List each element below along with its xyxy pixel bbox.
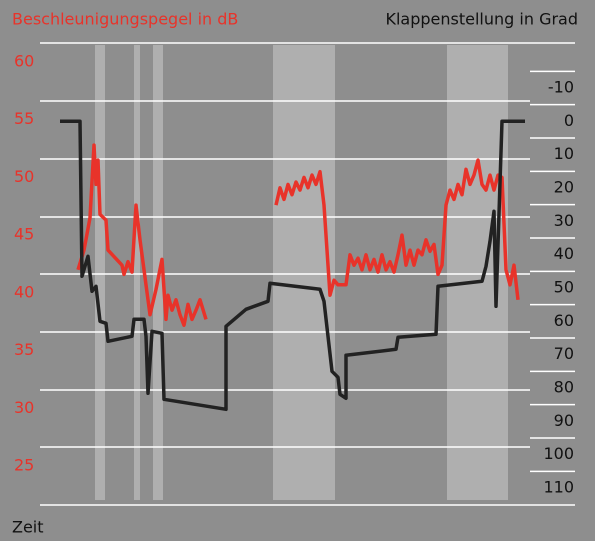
y-tick-label: 30 — [14, 398, 34, 417]
highlight-bands — [95, 45, 508, 500]
y2-tick-label: 90 — [554, 411, 574, 430]
band — [447, 45, 508, 500]
y2-tick-label: 70 — [554, 344, 574, 363]
x-axis-title: Zeit — [12, 518, 44, 537]
y2-tick-label: 10 — [554, 144, 574, 163]
chart-title: Beschleunigungspegel in dB — [12, 10, 238, 29]
y2-tick-label: 110 — [543, 478, 574, 497]
y-tick-label: 50 — [14, 167, 34, 186]
y2-tick-label: 80 — [554, 378, 574, 397]
y2-tick-label: 100 — [543, 444, 574, 463]
band — [134, 45, 140, 500]
y2-tick-label: 40 — [554, 244, 574, 263]
data-line — [274, 158, 520, 301]
y-tick-label: 45 — [14, 225, 34, 244]
y2-tick-label: 0 — [564, 111, 574, 130]
band — [95, 45, 105, 500]
y-tick-label: 40 — [14, 282, 34, 301]
y2-tick-label: 30 — [554, 211, 574, 230]
y2-tick-label: 60 — [554, 311, 574, 330]
y2-tick-label: 50 — [554, 278, 574, 297]
y-tick-label: 25 — [14, 456, 34, 475]
y2-axis-title: Klappenstellung in Grad — [385, 10, 578, 29]
band — [273, 45, 335, 500]
data-line — [60, 119, 525, 412]
y2-tick-label: 20 — [554, 178, 574, 197]
y-tick-label: 60 — [14, 52, 34, 71]
data-line — [76, 143, 208, 327]
y2-tick-label: -10 — [548, 78, 574, 97]
y-tick-label: 35 — [14, 340, 34, 359]
y-tick-label: 55 — [14, 109, 34, 128]
background-lines — [40, 42, 575, 506]
